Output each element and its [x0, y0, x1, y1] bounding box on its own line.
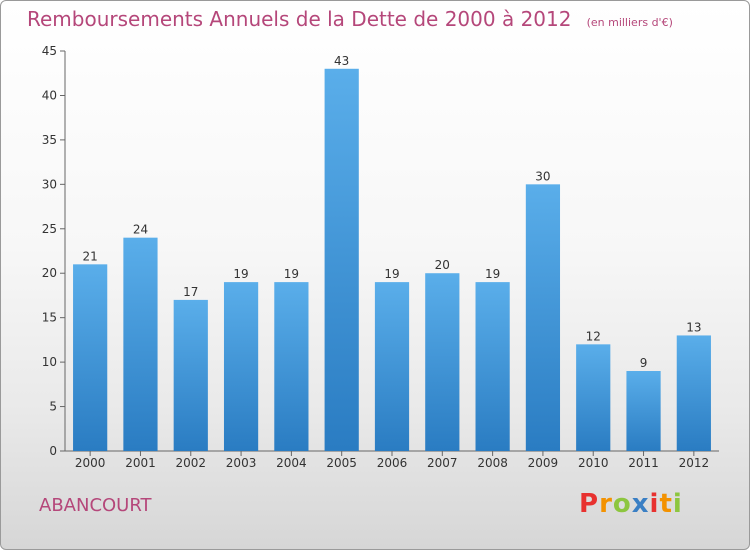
y-tick-label: 40	[42, 88, 57, 102]
chart-title: Remboursements Annuels de la Dette de 20…	[27, 7, 673, 31]
bar	[626, 371, 661, 451]
x-tick-label: 2005	[326, 456, 357, 470]
y-tick-label: 45	[42, 44, 57, 58]
bar	[475, 282, 510, 451]
chart-axes: 0 5 10 15 20 25 30 35 40 45 2000 2001 2002 2003 2004 20…	[42, 44, 719, 470]
bar	[123, 237, 158, 451]
y-tick-label: 5	[49, 400, 57, 414]
bar-value-label: 21	[83, 249, 98, 263]
bar-value-label: 20	[435, 258, 450, 272]
x-tick-label: 2009	[528, 456, 559, 470]
logo-letter: P	[579, 489, 600, 519]
x-tick-label: 2004	[276, 456, 307, 470]
logo-letter: t	[659, 489, 673, 519]
y-tick-label: 30	[42, 177, 57, 191]
x-tick-label: 2010	[578, 456, 609, 470]
x-tick-label: 2006	[377, 456, 408, 470]
bar	[374, 282, 410, 451]
x-tick-label: 2011	[628, 456, 659, 470]
bar-value-label: 13	[686, 320, 701, 334]
y-tick-label: 35	[42, 133, 57, 147]
bar	[676, 335, 711, 451]
bar-value-label: 19	[284, 267, 299, 281]
x-tick-label: 2008	[477, 456, 508, 470]
y-tick-label: 0	[49, 444, 57, 458]
x-tick-label: 2003	[226, 456, 257, 470]
bar	[525, 184, 561, 452]
x-tick-label: 2002	[175, 456, 206, 470]
y-tick-label: 25	[42, 222, 57, 236]
logo-letter: i	[672, 489, 683, 519]
bar-value-label: 19	[233, 267, 248, 281]
city-name: ABANCOURT	[39, 495, 152, 516]
x-tick-label: 2007	[427, 456, 458, 470]
bar	[425, 273, 460, 451]
y-tick-label: 15	[42, 311, 57, 325]
logo-letter: r	[599, 489, 613, 519]
logo-letter: i	[649, 489, 660, 519]
bar-value-label: 9	[640, 356, 648, 370]
bar	[173, 299, 208, 451]
logo-letter: o	[612, 489, 632, 519]
chart-title-text: Remboursements Annuels de la Dette de 20…	[27, 7, 572, 31]
bar	[223, 282, 259, 451]
bar	[73, 264, 108, 451]
chart-unit-text: (en milliers d'€)	[586, 16, 673, 29]
bar	[274, 282, 309, 451]
bar-value-label: 17	[183, 285, 198, 299]
bar-value-label: 24	[133, 223, 148, 237]
proxiti-logo: Proxiti	[579, 489, 683, 519]
bar-value-label: 30	[535, 169, 550, 183]
x-tick-label: 2012	[679, 456, 710, 470]
bar-value-label: 12	[586, 329, 601, 343]
y-tick-label: 10	[42, 355, 57, 369]
x-tick-label: 2001	[125, 456, 156, 470]
logo-letter: x	[631, 489, 650, 519]
x-tick-label: 2000	[75, 456, 106, 470]
y-tick-label: 20	[42, 266, 57, 280]
chart-bars: 21 24 17 19 19 43 19 20 19 30 12 9 13	[73, 54, 711, 452]
bar-value-label: 19	[485, 267, 500, 281]
bar-value-label: 19	[384, 267, 399, 281]
bar-value-label: 43	[334, 54, 349, 68]
bar	[324, 68, 359, 452]
bar	[576, 344, 611, 451]
